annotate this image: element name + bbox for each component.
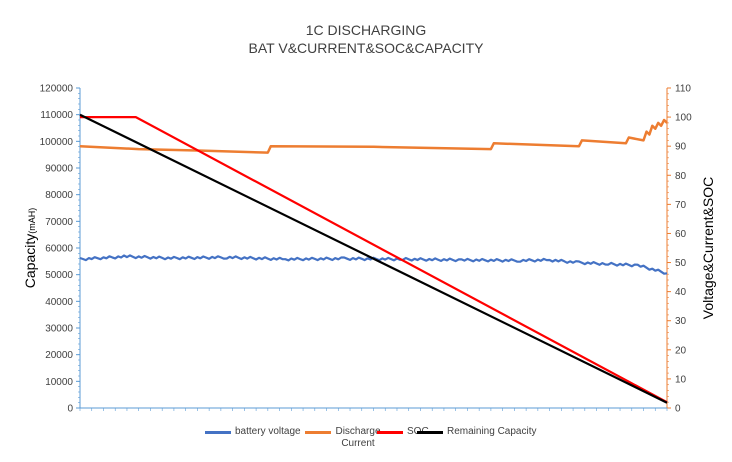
left-tick-label: 110000 [40,110,73,121]
left-tick-label: 60000 [45,244,73,255]
right-tick-label: 80 [675,171,687,182]
right-tick-label: 70 [675,200,687,211]
right-tick-label: 0 [675,404,681,415]
right-tick-label: 60 [675,229,687,240]
left-axis-unit: (mAH) [27,208,37,234]
right-tick-label: 30 [675,316,687,327]
legend-swatch [417,431,443,434]
legend-swatch [305,431,331,434]
legend-swatch [377,431,403,434]
right-tick-label: 10 [675,374,687,385]
left-tick-label: 80000 [45,190,73,201]
left-tick-label: 0 [67,404,73,415]
left-tick-label: 70000 [45,217,73,228]
left-tick-label: 120000 [40,84,74,95]
left-tick-label: 30000 [45,324,73,335]
left-tick-label: 10000 [45,377,73,388]
chart-subtitle: BAT V&CURRENT&SOC&CAPACITY [248,40,484,56]
right-tick-label: 40 [675,287,687,298]
legend-label: battery voltage [235,426,301,437]
left-tick-label: 40000 [45,297,73,308]
left-tick-label: 90000 [45,164,73,175]
discharge-current-line [79,118,668,154]
right-tick-label: 100 [675,113,692,124]
right-tick-label: 20 [675,345,687,356]
chart-title: 1C DISCHARGING [305,22,427,38]
left-tick-label: 100000 [40,137,74,148]
right-tick-label: 110 [675,84,691,95]
right-tick-label: 90 [675,142,687,153]
legend-label: Discharge Current [335,426,381,449]
legend-label: Remaining Capacity [447,426,537,437]
right-tick-label: 50 [675,258,687,269]
left-axis-label: Capacity(mAH) [22,208,38,288]
right-axis-label: Voltage&Current&SOC [700,177,716,319]
left-tick-label: 20000 [45,350,73,361]
soc-line [80,116,668,404]
legend-swatch [205,431,231,434]
remaining-capacity-line [79,113,668,404]
left-tick-label: 50000 [45,270,73,281]
